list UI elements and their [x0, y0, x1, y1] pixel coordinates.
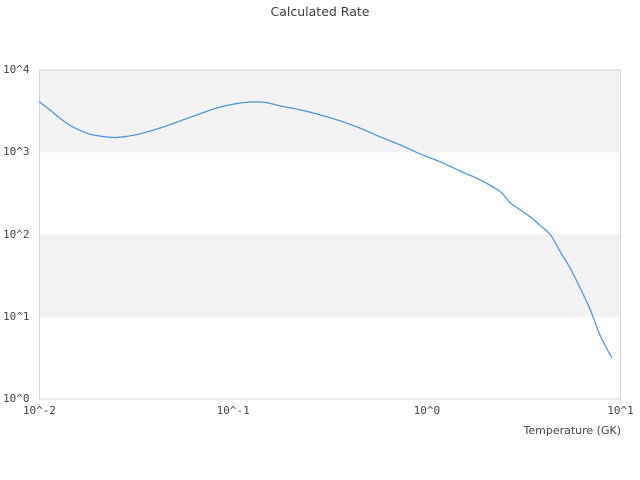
y-tick-label: 10^4	[3, 63, 30, 76]
chart-title: Calculated Rate	[270, 4, 370, 19]
x-tick-label: 10^0	[413, 404, 441, 417]
plot-border	[39, 69, 621, 400]
decade-band	[39, 234, 621, 317]
decade-band	[39, 70, 621, 153]
x-tick-label: 10^-1	[216, 404, 250, 417]
y-tick-label: 10^0	[3, 392, 30, 405]
y-tick-label: 10^3	[3, 145, 30, 159]
x-axis-title: Temperature (GK)	[523, 424, 622, 437]
x-tick-label: 10^-2	[22, 404, 57, 417]
y-tick-label: 10^2	[3, 227, 30, 241]
y-tick-label: 10^1	[3, 309, 30, 323]
x-tick-label: 10^1	[607, 404, 634, 417]
rate-curve	[38, 101, 613, 359]
